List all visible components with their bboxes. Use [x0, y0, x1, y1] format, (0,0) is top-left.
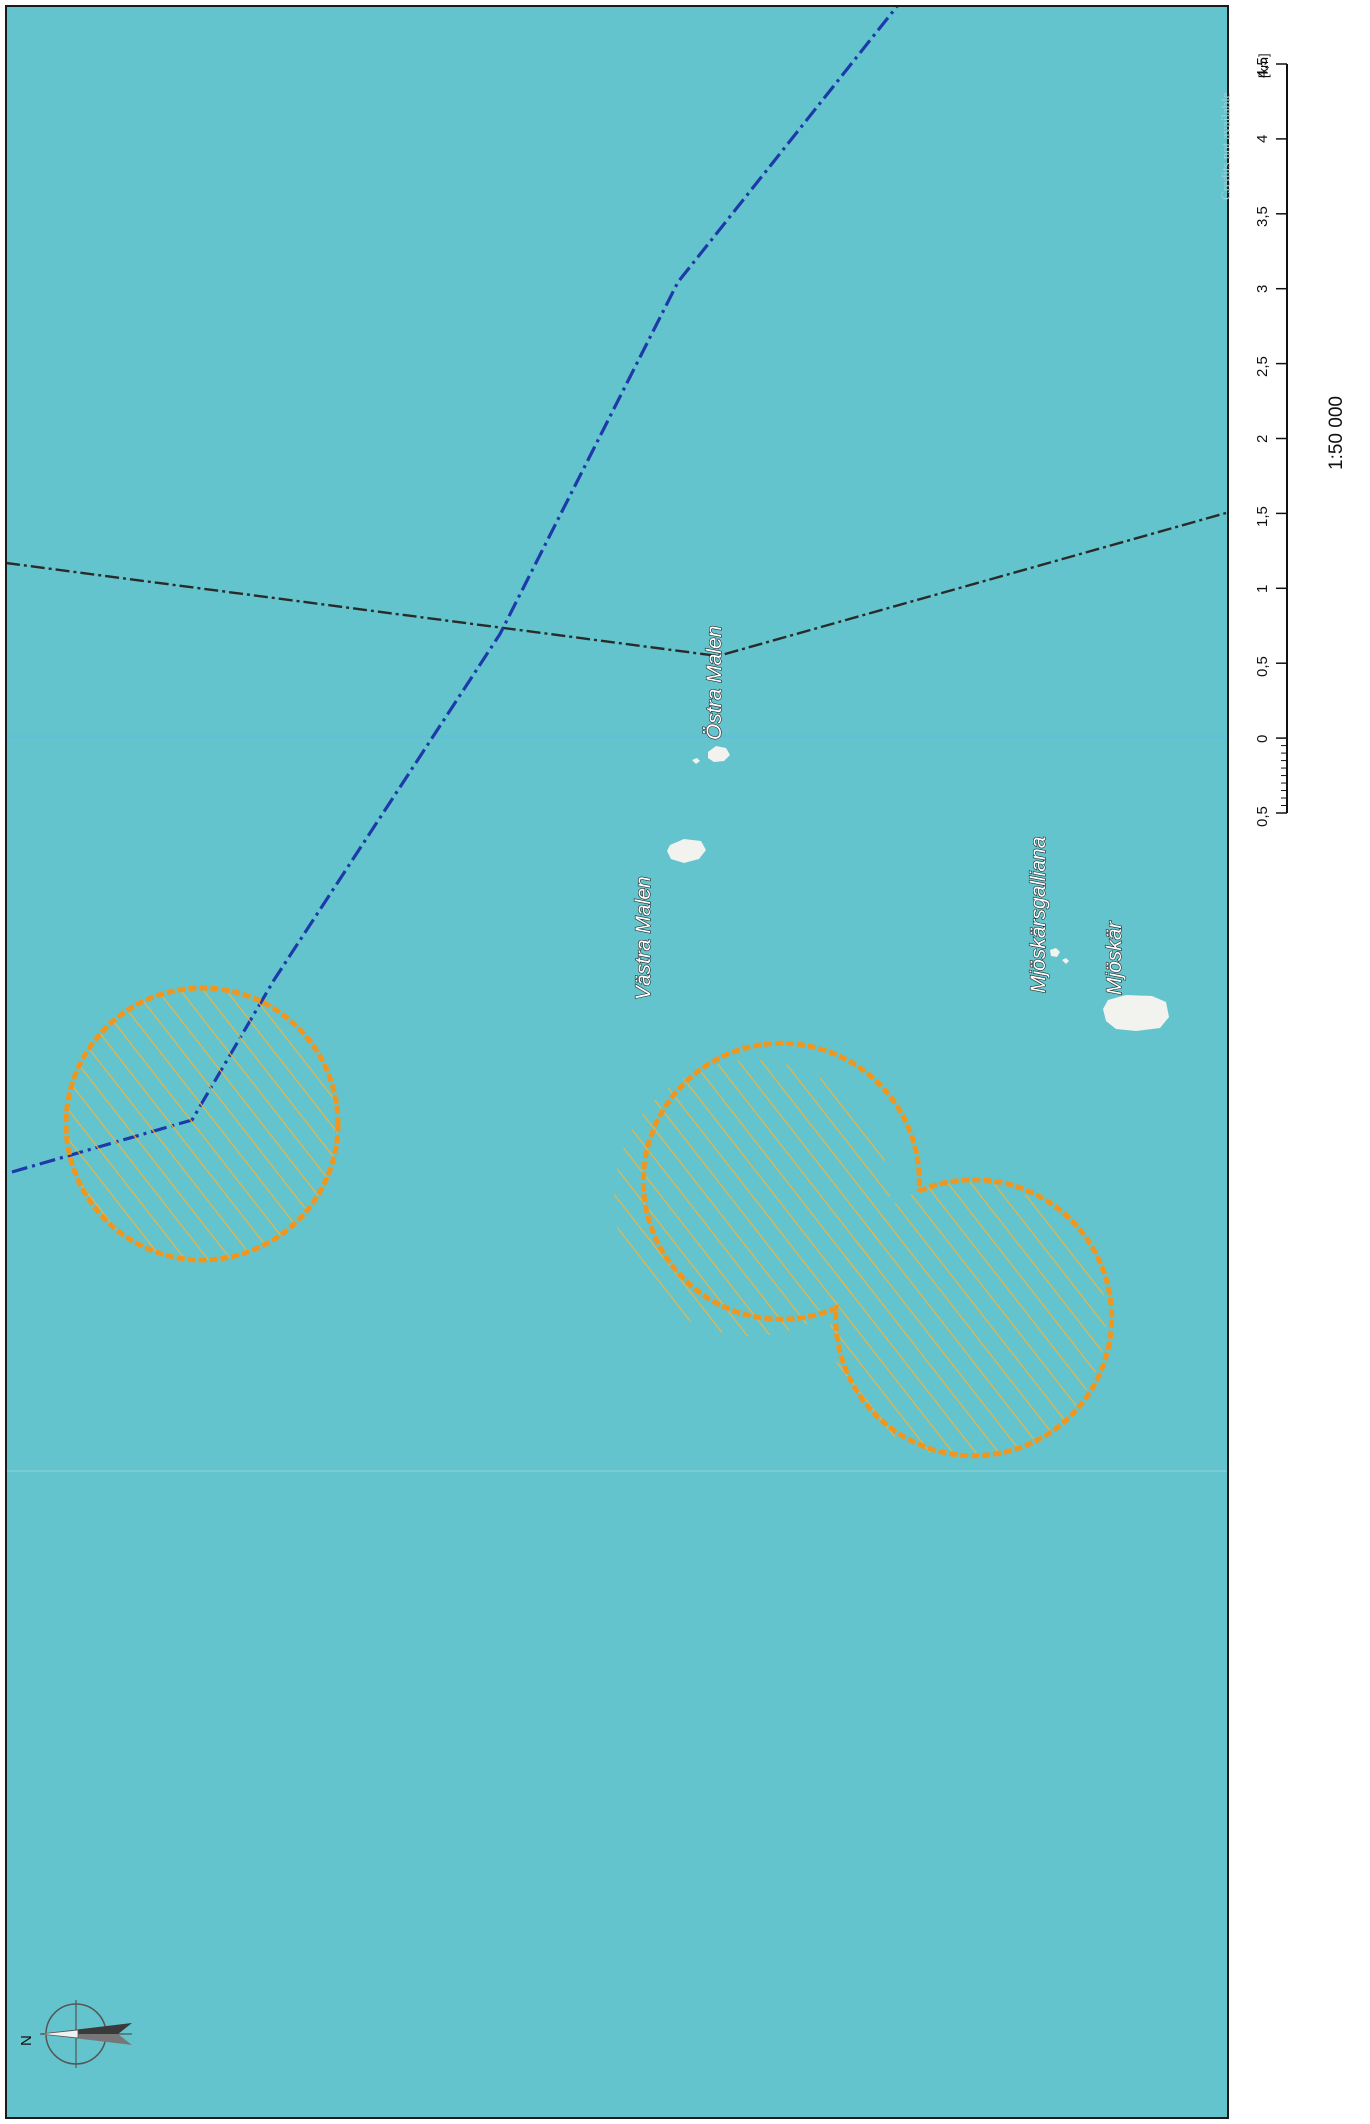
scale-tick-label: 0,5: [1254, 805, 1271, 827]
compass-rose-icon: [39, 2000, 132, 2068]
scale-tick-label: 0: [1254, 734, 1271, 743]
hatched-zone-single[interactable]: [66, 988, 338, 1260]
credits-text: Credits not available: [1218, 92, 1233, 200]
label-ostra-malen: Östra Malen: [702, 625, 726, 741]
seam-line: [6, 1470, 1228, 1472]
island-vastra-malen[interactable]: [667, 839, 706, 863]
scale-tick-label: 2: [1254, 434, 1271, 443]
island-mjoskarsgalliana[interactable]: [1050, 948, 1060, 957]
island-mjoskar[interactable]: [1103, 995, 1169, 1031]
scale-ratio: 1:50 000: [1326, 396, 1347, 470]
label-mjoskar: Mjöskär: [1102, 921, 1126, 996]
hatched-zone-double[interactable]: [614, 1040, 1115, 1459]
scale-bar: [1276, 63, 1288, 814]
islands: [667, 746, 1169, 1031]
scale-tick-label: 3: [1254, 284, 1271, 294]
north-label: N: [18, 2035, 35, 2046]
scale-unit-label: [km]: [1256, 53, 1271, 78]
island-ostra-malen-islet: [692, 758, 700, 764]
island-mjoskarsgalliana-islet: [1062, 958, 1069, 964]
scale-tick-label: 0,5: [1254, 655, 1271, 677]
label-vastra-malen: Västra Malen: [631, 876, 655, 1001]
island-ostra-malen[interactable]: [708, 746, 730, 762]
zone-circle-b: [830, 1182, 1106, 1458]
zone-circle-a: [614, 1060, 890, 1336]
seam-line: [6, 735, 1228, 738]
zone-outline-double: [640, 1040, 1115, 1459]
zone-outline-single: [63, 985, 341, 1263]
scale-tick-label: 4: [1254, 135, 1271, 144]
scale-tick-label: 3,5: [1254, 206, 1271, 228]
map-frame: [5, 5, 1229, 2119]
label-mjoskarsgalliana: Mjöskärsgalliana: [1026, 836, 1050, 994]
scale-tick-label: 1: [1254, 584, 1271, 593]
scale-tick-label: 1,5: [1254, 506, 1271, 527]
scale-tick-label: 2,5: [1254, 356, 1271, 378]
black-boundary-line[interactable]: [6, 511, 1227, 658]
